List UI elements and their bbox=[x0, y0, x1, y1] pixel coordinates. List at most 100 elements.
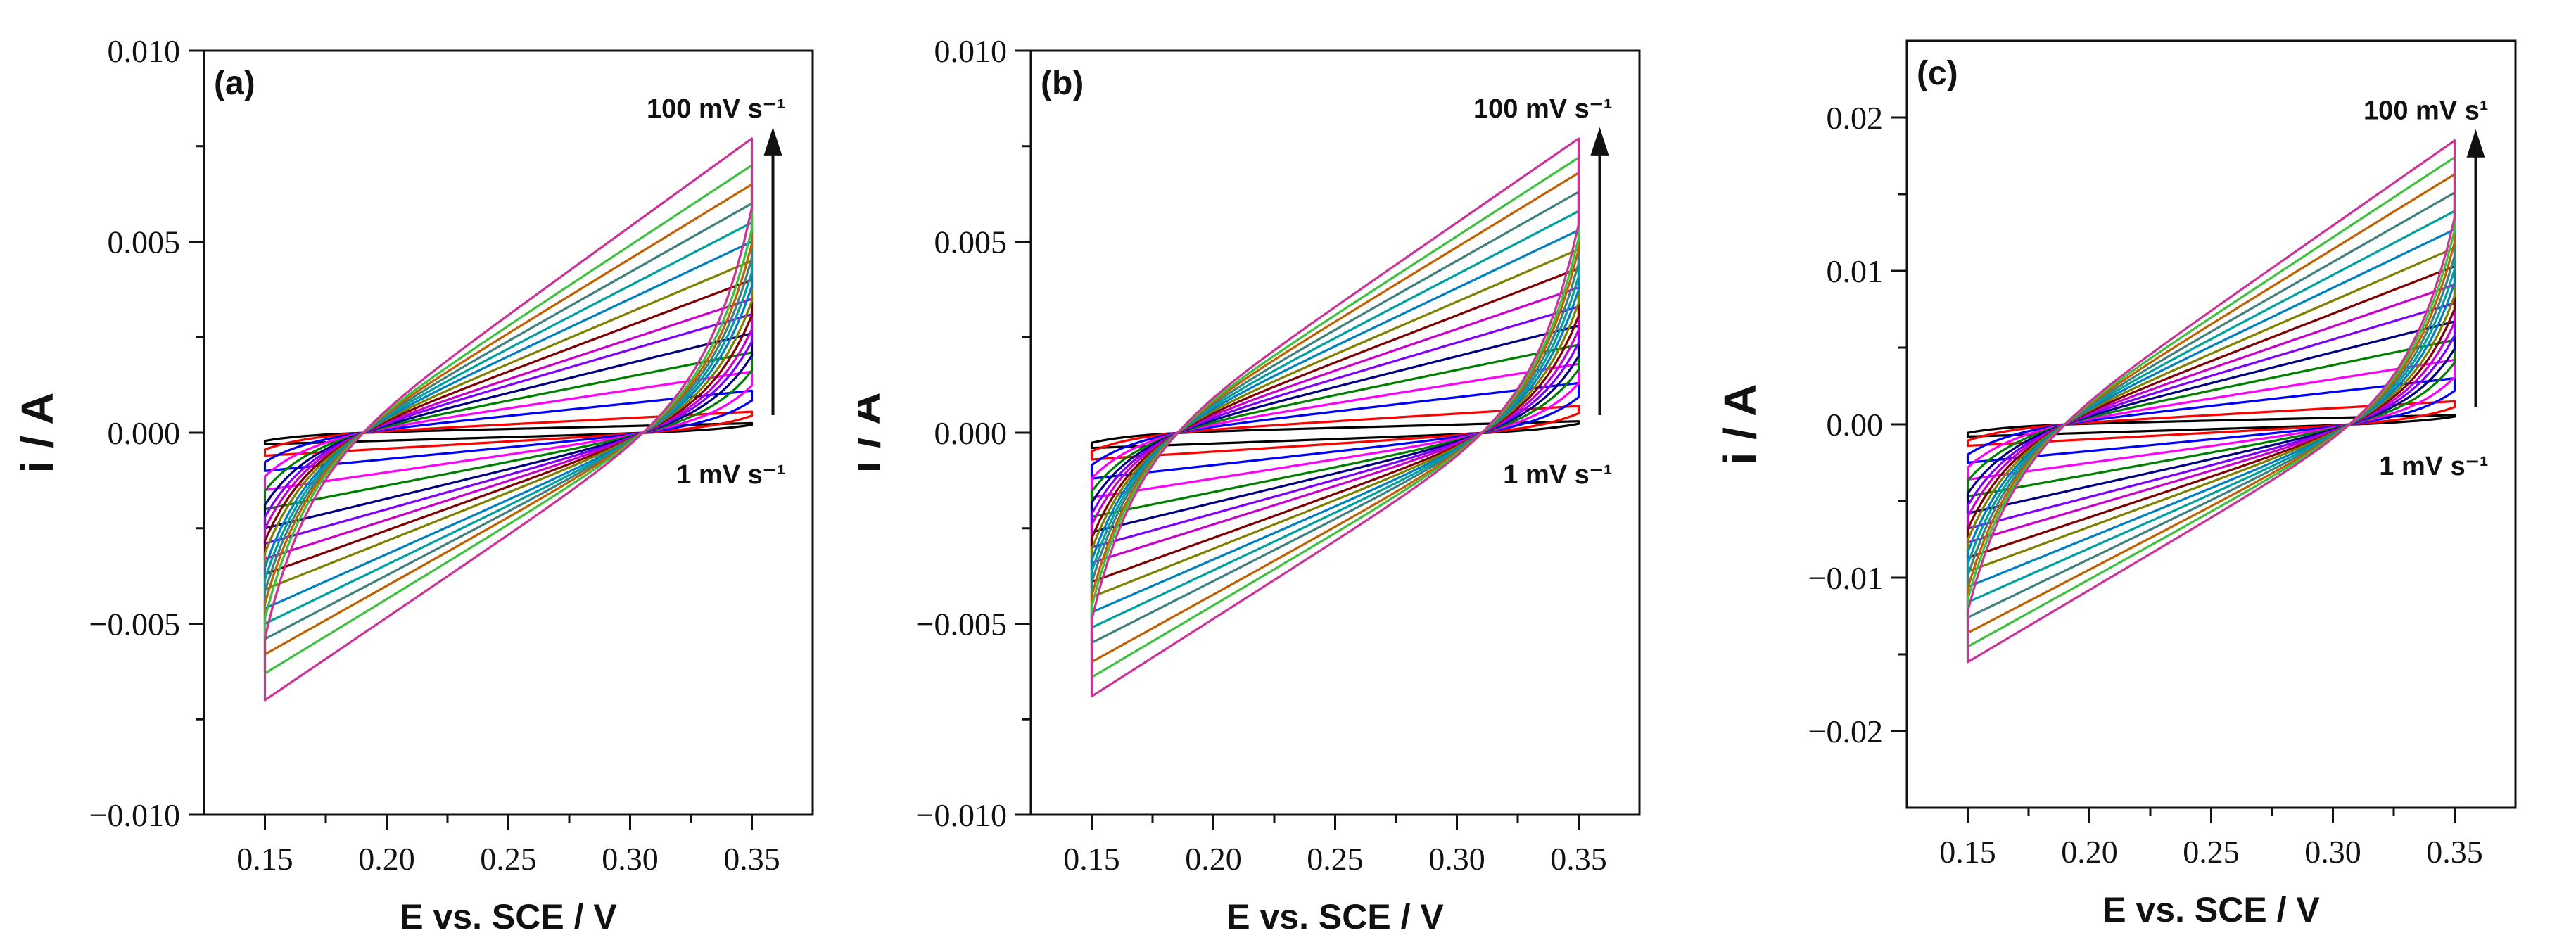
x-tick-label: 0.30 bbox=[602, 841, 659, 877]
cv-curve-1 bbox=[1966, 400, 2456, 448]
panel-b: 0.15 0.20 0.25 0.30 0.35 −0.010 −0.005 0.000 0.0… bbox=[858, 33, 1641, 937]
x-tick-label: 0.30 bbox=[2304, 834, 2361, 870]
x-tick-label: 0.30 bbox=[1428, 841, 1485, 877]
cv-curve-0 bbox=[1090, 420, 1580, 450]
cv-curve-8 bbox=[1090, 267, 1580, 583]
cv-curve-4 bbox=[1966, 338, 2456, 498]
cv-curve-5 bbox=[1090, 324, 1580, 533]
cv-curve-0 bbox=[263, 421, 754, 445]
y-tick-label: −0.010 bbox=[916, 797, 1007, 833]
cv-curve-13 bbox=[263, 183, 754, 656]
plot-frame bbox=[1029, 49, 1641, 816]
cv-curve-11 bbox=[1966, 210, 2456, 604]
plot-frame bbox=[1905, 39, 2517, 809]
annotation-bottom: 1 mV s⁻¹ bbox=[676, 460, 785, 490]
cv-curve-2 bbox=[1966, 377, 2456, 464]
cv-curve-8 bbox=[1966, 265, 2456, 559]
y-tick-label: −0.005 bbox=[89, 607, 180, 642]
annotation-bottom: 1 mV s⁻¹ bbox=[2379, 452, 2488, 481]
y-axis-title: i / A bbox=[858, 393, 889, 474]
cv-curve-3 bbox=[1090, 362, 1580, 499]
cv-curves bbox=[263, 137, 754, 702]
plot-frame bbox=[203, 49, 814, 816]
cv-curve-9 bbox=[1966, 246, 2456, 573]
cv-curve-7 bbox=[1090, 286, 1580, 564]
cv-curve-5 bbox=[263, 332, 754, 530]
cv-curve-10 bbox=[263, 240, 754, 610]
cv-curve-1 bbox=[263, 410, 754, 457]
cv-curve-2 bbox=[1090, 381, 1580, 480]
x-axis-title: E vs. SCE / V bbox=[400, 897, 617, 937]
y-axis-title: i / A bbox=[1717, 384, 1765, 465]
x-tick-label: 0.25 bbox=[2183, 834, 2240, 870]
cv-curve-7 bbox=[1966, 284, 2456, 544]
y-tick-label: 0.02 bbox=[1827, 100, 1884, 136]
cv-curves bbox=[1090, 137, 1580, 698]
annotation-top: 100 mV s¹ bbox=[2364, 96, 2488, 126]
cv-curve-13 bbox=[1090, 172, 1580, 664]
y-tick-label: −0.010 bbox=[89, 797, 180, 833]
cv-curve-3 bbox=[263, 370, 754, 491]
x-tick-label: 0.25 bbox=[480, 841, 537, 877]
cv-curve-10 bbox=[1090, 229, 1580, 614]
y-tick-label: 0.005 bbox=[108, 224, 181, 260]
scan-rate-arrowhead bbox=[2466, 129, 2485, 158]
y-tick-label: 0.000 bbox=[108, 415, 181, 451]
cv-curve-2 bbox=[263, 389, 754, 472]
cv-curve-12 bbox=[263, 202, 754, 640]
y-tick-label: −0.005 bbox=[916, 607, 1007, 642]
cv-curve-14 bbox=[1966, 156, 2456, 648]
cv-curve-5 bbox=[1966, 320, 2456, 514]
cv-curve-11 bbox=[1090, 210, 1580, 629]
panel-label: (b) bbox=[1041, 65, 1084, 102]
cv-curve-13 bbox=[1966, 173, 2456, 635]
panel-label: (a) bbox=[214, 65, 255, 102]
panel-a: 0.15 0.20 0.25 0.30 0.35 −0.010 −0.005 0.000 0.0… bbox=[12, 33, 814, 937]
y-tick-label: 0.00 bbox=[1827, 407, 1884, 443]
cv-curve-4 bbox=[263, 351, 754, 511]
cv-curve-3 bbox=[1966, 358, 2456, 481]
cv-curve-6 bbox=[263, 313, 754, 545]
y-tick-label: 0.010 bbox=[108, 33, 181, 69]
cv-curve-11 bbox=[263, 221, 754, 626]
cv-curve-10 bbox=[1966, 228, 2456, 588]
cv-curve-15 bbox=[1966, 139, 2456, 664]
panel-c: 0.15 0.20 0.25 0.30 0.35 −0.02 −0.01 0.00 0.01 0.… bbox=[1717, 39, 2517, 929]
cv-curve-0 bbox=[1966, 414, 2456, 438]
x-axis-title: E vs. SCE / V bbox=[2102, 890, 2320, 929]
x-axis-title: E vs. SCE / V bbox=[1226, 897, 1444, 937]
y-tick-label: 0.005 bbox=[934, 224, 1008, 260]
cv-curve-1 bbox=[1090, 405, 1580, 461]
y-tick-label: 0.000 bbox=[934, 415, 1008, 451]
x-tick-label: 0.25 bbox=[1307, 841, 1364, 877]
y-tick-label: −0.02 bbox=[1808, 713, 1883, 749]
x-tick-label: 0.15 bbox=[1063, 841, 1120, 877]
y-tick-label: −0.01 bbox=[1808, 560, 1883, 596]
y-tick-label: 0.010 bbox=[934, 33, 1008, 69]
cv-curve-15 bbox=[1090, 137, 1580, 698]
cv-curve-12 bbox=[1090, 191, 1580, 645]
cv-curve-9 bbox=[263, 260, 754, 591]
x-tick-label: 0.20 bbox=[1185, 841, 1242, 877]
cv-curve-7 bbox=[263, 298, 754, 560]
cv-curve-6 bbox=[1090, 305, 1580, 549]
annotation-top: 100 mV s⁻¹ bbox=[647, 94, 786, 124]
annotation-top: 100 mV s⁻¹ bbox=[1473, 94, 1613, 124]
x-tick-label: 0.35 bbox=[2426, 834, 2483, 870]
x-tick-label: 0.20 bbox=[2061, 834, 2118, 870]
cv-curve-8 bbox=[263, 279, 754, 576]
cv-curve-14 bbox=[1090, 156, 1580, 679]
cv-curve-12 bbox=[1966, 191, 2456, 619]
cv-curves bbox=[1966, 139, 2456, 664]
x-tick-label: 0.35 bbox=[1550, 841, 1607, 877]
annotation-bottom: 1 mV s⁻¹ bbox=[1503, 460, 1612, 490]
y-axis-title: i / A bbox=[12, 393, 63, 474]
panel-label: (c) bbox=[1917, 55, 1958, 92]
x-tick-label: 0.15 bbox=[236, 841, 293, 877]
x-tick-label: 0.35 bbox=[723, 841, 780, 877]
cv-curve-6 bbox=[1966, 302, 2456, 530]
y-tick-label: 0.01 bbox=[1827, 253, 1884, 289]
scan-rate-arrowhead bbox=[763, 127, 782, 156]
scan-rate-arrowhead bbox=[1590, 127, 1609, 156]
